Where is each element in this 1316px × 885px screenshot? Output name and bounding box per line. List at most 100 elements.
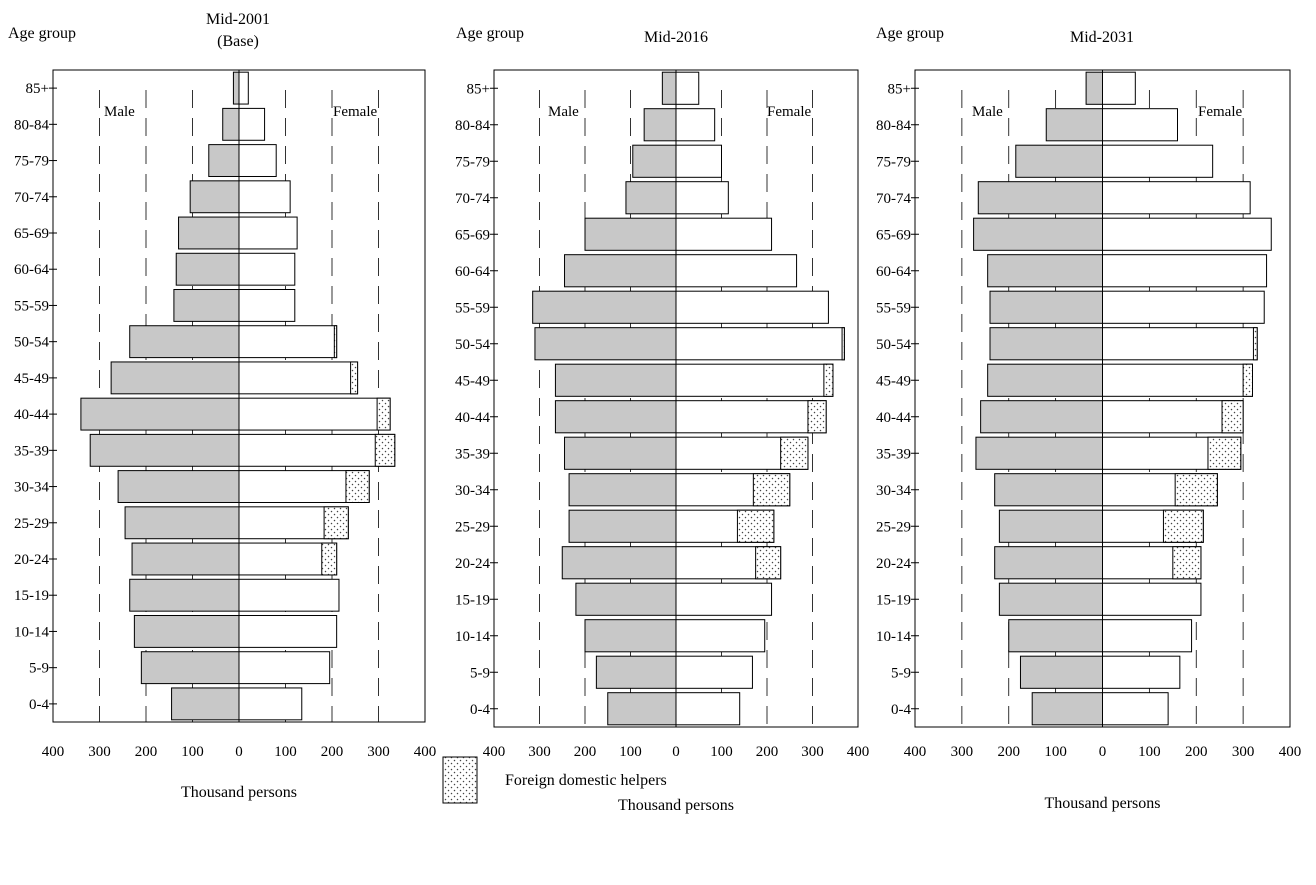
- bar-male-20-24: [131, 542, 240, 576]
- x-tick-label: 400: [483, 744, 506, 760]
- bar-fdh-45-49: [1242, 363, 1253, 397]
- bar-female-85+: [675, 71, 700, 105]
- age-label: 20-24: [876, 556, 911, 572]
- x-tick-label: 200: [574, 744, 597, 760]
- bar-fdh-30-34: [345, 470, 370, 503]
- bar-fdh-20-24: [321, 542, 338, 576]
- age-label: 70-74: [876, 191, 911, 207]
- bar-male-60-64: [175, 252, 240, 286]
- age-label: 80-84: [14, 117, 49, 133]
- bar-male-65-69: [973, 217, 1103, 251]
- bar-male-10-14: [133, 615, 240, 648]
- age-label: 25-29: [455, 519, 490, 535]
- x-tick-label: 300: [88, 744, 111, 760]
- x-tick-label: 300: [951, 744, 974, 760]
- bar-female-55-59: [238, 289, 296, 322]
- bar-male-55-59: [532, 290, 677, 324]
- bar-female-75-79: [1102, 144, 1214, 178]
- age-label: 30-34: [876, 483, 911, 499]
- age-label: 60-64: [455, 264, 490, 280]
- x-tick-label: 400: [847, 744, 870, 760]
- bar-female-15-19: [238, 578, 340, 612]
- bar-fdh-50-54: [841, 327, 845, 361]
- bar-fdh-35-39: [374, 433, 396, 467]
- bar-male-75-79: [1015, 144, 1103, 178]
- bar-male-40-44: [80, 397, 240, 431]
- bar-female-40-44: [238, 397, 391, 431]
- age-label: 65-69: [876, 227, 911, 243]
- age-label: 5-9: [29, 661, 49, 677]
- bar-female-10-14: [1102, 619, 1193, 653]
- bar-male-50-54: [534, 327, 677, 361]
- bar-male-65-69: [584, 217, 677, 251]
- male-label: Male: [104, 104, 135, 120]
- bar-female-15-19: [675, 582, 773, 616]
- age-label: 15-19: [14, 588, 49, 604]
- bar-fdh-45-49: [350, 361, 359, 395]
- age-label: 85+: [467, 81, 490, 97]
- y-axis-title: Age group: [456, 25, 524, 42]
- bar-male-45-49: [987, 363, 1103, 397]
- age-label: 75-79: [876, 154, 911, 170]
- bar-male-30-34: [994, 473, 1103, 507]
- bar-male-60-64: [564, 254, 677, 288]
- age-label: 10-14: [455, 629, 490, 645]
- x-tick-label: 200: [135, 744, 158, 760]
- bar-male-70-74: [189, 180, 240, 214]
- age-label: 0-4: [470, 702, 490, 718]
- bar-male-80-84: [222, 107, 240, 141]
- age-label: 35-39: [455, 446, 490, 462]
- age-label: 85+: [888, 81, 911, 97]
- x-tick-label: 0: [235, 744, 243, 760]
- age-label: 15-19: [876, 592, 911, 608]
- bar-male-55-59: [173, 289, 240, 322]
- pyramid-panel-mid-2001: 0-4 5-9 10-14 15-19 20-24 25-29 30-34 35-39 40-4…: [8, 11, 436, 801]
- bar-male-75-79: [632, 144, 677, 178]
- male-label: Male: [548, 104, 579, 120]
- age-label: 40-44: [876, 410, 911, 426]
- female-label: Female: [1198, 104, 1242, 120]
- x-tick-label: 400: [42, 744, 65, 760]
- bar-male-55-59: [989, 290, 1103, 324]
- bar-male-50-54: [129, 325, 240, 359]
- bar-female-5-9: [675, 655, 753, 689]
- bar-female-85+: [1102, 71, 1136, 105]
- age-label: 65-69: [14, 226, 49, 242]
- age-label: 45-49: [14, 371, 49, 387]
- age-label: 75-79: [14, 154, 49, 170]
- bar-male-25-29: [568, 509, 677, 543]
- x-axis-title: Thousand persons: [618, 797, 734, 814]
- x-tick-label: 400: [414, 744, 437, 760]
- age-label: 70-74: [14, 190, 49, 206]
- bar-fdh-30-34: [1174, 473, 1218, 507]
- x-tick-label: 300: [801, 744, 824, 760]
- x-axis-title: Thousand persons: [181, 784, 297, 801]
- bar-male-20-24: [994, 546, 1103, 580]
- bar-female-40-44: [675, 400, 827, 434]
- bar-fdh-40-44: [1221, 400, 1244, 434]
- panel-title: Mid-2031: [1070, 29, 1134, 46]
- age-label: 25-29: [876, 519, 911, 535]
- bar-male-5-9: [140, 651, 240, 685]
- x-tick-label: 200: [321, 744, 344, 760]
- bar-female-40-44: [1102, 400, 1244, 434]
- bar-male-15-19: [998, 582, 1103, 616]
- bar-female-50-54: [675, 327, 845, 361]
- age-label: 80-84: [876, 118, 911, 134]
- x-tick-label: 0: [672, 744, 680, 760]
- x-tick-label: 100: [274, 744, 297, 760]
- x-axis-title: Thousand persons: [1045, 795, 1161, 812]
- pyramid-panel-mid-2031: 0-4 5-9 10-14 15-19 20-24 25-29 30-34 35-39 40-4…: [876, 25, 1301, 812]
- age-label: 0-4: [891, 702, 911, 718]
- bar-male-10-14: [1008, 619, 1103, 653]
- bar-male-70-74: [977, 181, 1103, 215]
- age-label: 25-29: [14, 516, 49, 532]
- bar-male-25-29: [998, 509, 1103, 543]
- bar-female-65-69: [1102, 217, 1272, 251]
- female-label: Female: [333, 104, 377, 120]
- bar-female-75-79: [675, 144, 722, 178]
- x-tick-label: 200: [998, 744, 1021, 760]
- bar-male-30-34: [117, 470, 240, 503]
- bar-male-50-54: [989, 327, 1103, 361]
- bar-male-45-49: [554, 363, 677, 397]
